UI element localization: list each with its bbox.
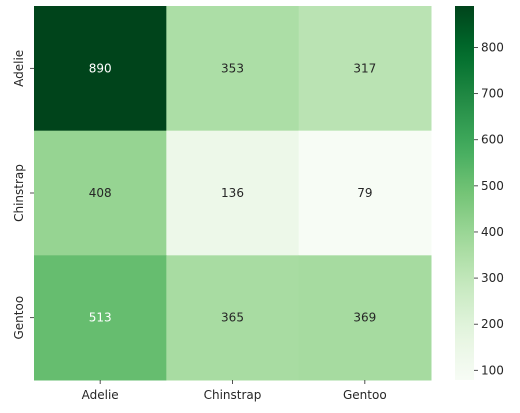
y-axis-ticks: Adelie Chinstrap Gentoo <box>12 50 34 340</box>
heatmap-cell-2-0 <box>34 255 167 381</box>
colorbar-tick-label: 100 <box>481 363 504 377</box>
cell-value-label: 513 <box>89 311 112 325</box>
heatmap-cell-0-2 <box>298 6 432 132</box>
colorbar-tick-label: 300 <box>481 271 504 285</box>
cell-value-label: 365 <box>221 311 244 325</box>
cell-value-label: 369 <box>353 311 376 325</box>
cell-value-label: 408 <box>89 186 112 200</box>
heatmap-cell-1-2 <box>298 130 432 256</box>
heatmap-cell-1-1 <box>166 130 300 256</box>
y-tick-label: Chinstrap <box>12 164 26 222</box>
heatmap-cell-0-1 <box>166 6 300 132</box>
x-tick-label: Gentoo <box>343 388 387 402</box>
x-tick-label: Adelie <box>82 388 119 402</box>
cell-value-label: 890 <box>89 61 112 75</box>
colorbar-tick-label: 800 <box>481 41 504 55</box>
cell-value-label: 136 <box>221 186 244 200</box>
colorbar-tick-label: 200 <box>481 317 504 331</box>
heatmap-cells: 890 353 317 408 136 79 513 365 369 <box>34 6 432 381</box>
x-axis-ticks: Adelie Chinstrap Gentoo <box>82 380 387 402</box>
colorbar-tick-label: 500 <box>481 179 504 193</box>
colorbar-tick-label: 700 <box>481 87 504 101</box>
cell-value-label: 317 <box>353 61 376 75</box>
cell-value-label: 353 <box>221 61 244 75</box>
colorbar-tick-label: 600 <box>481 133 504 147</box>
heatmap-cell-1-0 <box>34 130 167 256</box>
y-tick-label: Gentoo <box>12 296 26 340</box>
x-tick-label: Chinstrap <box>204 388 262 402</box>
heatmap-cell-0-0 <box>34 6 167 132</box>
y-tick-label: Adelie <box>12 50 26 87</box>
colorbar: 100 200 300 400 500 600 700 800 <box>455 6 504 380</box>
cell-value-label: 79 <box>357 186 372 200</box>
colorbar-gradient <box>455 6 474 380</box>
heatmap-cell-2-2 <box>298 255 432 381</box>
heatmap-cell-2-1 <box>166 255 300 381</box>
colorbar-tick-label: 400 <box>481 225 504 239</box>
